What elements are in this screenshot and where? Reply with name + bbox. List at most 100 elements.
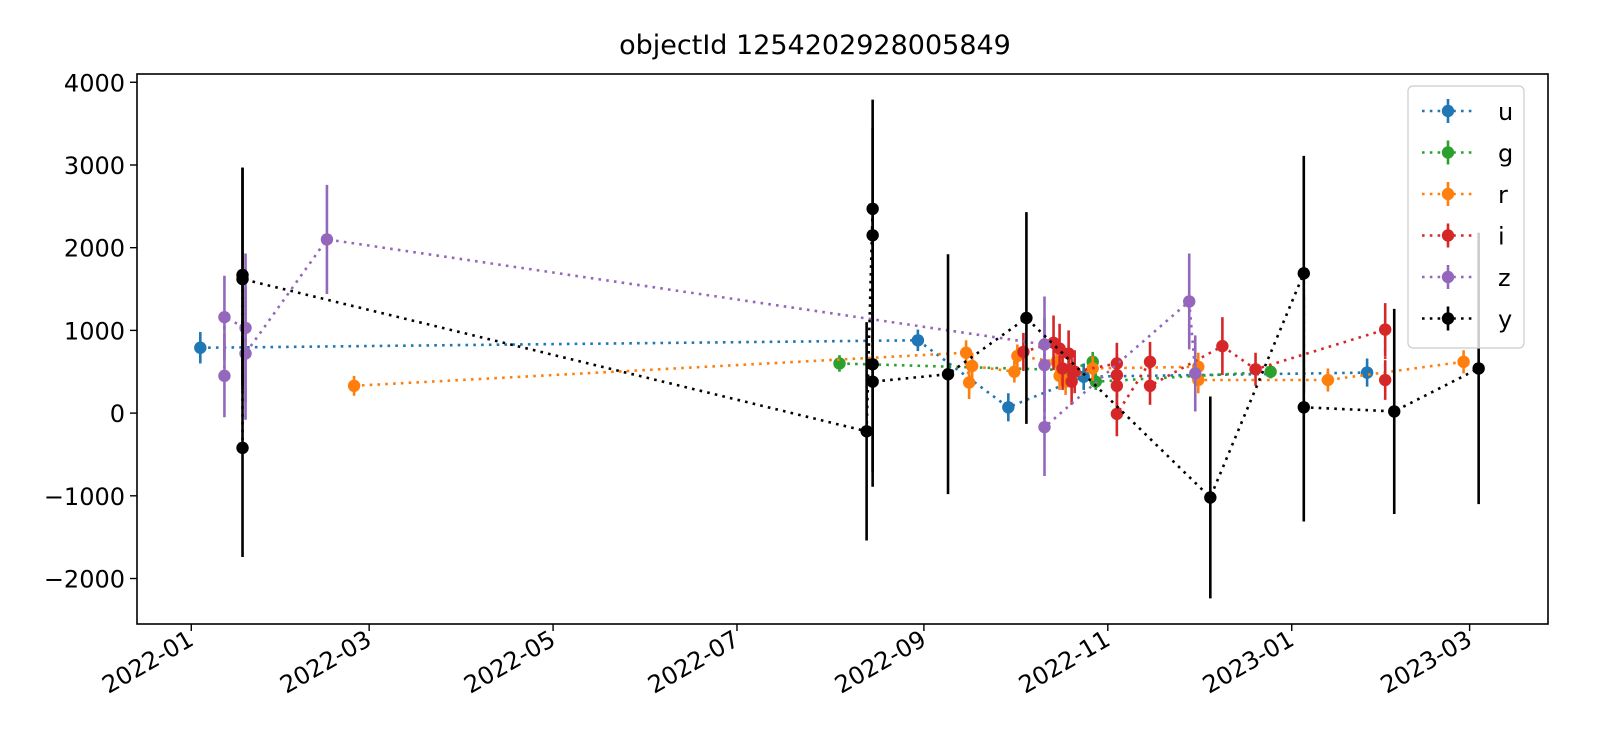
data-point [1038,420,1051,434]
plot-frame [136,73,1549,625]
series-line-r [354,351,1464,388]
legend-marker [1441,187,1455,201]
series-line-z [223,237,1197,431]
data-point [1388,405,1401,418]
legend-box [1407,85,1525,349]
legend-entry-z: z [1422,264,1511,292]
data-point [1038,358,1051,372]
x-tick-label: 2022-03 [275,625,376,699]
data-point [1216,339,1229,353]
legend-marker [1441,312,1455,325]
y-tick-label: 2000 [64,235,125,263]
data-point [1008,365,1021,378]
legend-marker [1441,229,1455,242]
data-point [218,310,231,324]
legend-entry-g: g [1422,140,1513,168]
data-point [347,379,361,393]
data-point [911,334,925,347]
data-point [1297,401,1310,414]
data-point [1183,295,1196,308]
y-tick-label: 1000 [64,317,125,345]
data-point [959,346,973,359]
data-point [833,357,846,370]
legend-label: z [1498,264,1511,292]
series-line-y [241,208,1480,500]
data-point [1110,368,1124,382]
data-point [1472,362,1485,375]
data-point [1189,367,1202,380]
data-point [941,368,955,381]
data-point [1143,379,1157,393]
legend-label: i [1498,223,1505,251]
legend-entry-y: y [1422,306,1512,334]
series-y [236,99,1485,599]
legend-marker [1441,146,1455,159]
y-tick-label: 3000 [64,152,125,180]
data-point [1038,338,1051,351]
data-point [1110,379,1124,393]
y-tick-label: −2000 [44,566,125,594]
data-point [1378,373,1392,387]
y-tick-label: 0 [110,400,125,428]
data-point [866,358,879,371]
data-point [194,341,207,354]
x-tick-label: 2022-05 [459,625,560,699]
data-point [1143,355,1157,369]
data-point [866,375,879,388]
legend-label: y [1498,306,1512,334]
data-point [1378,323,1392,336]
legend-label: u [1498,98,1513,126]
data-point [962,376,976,389]
legend-entry-u: u [1422,98,1513,126]
data-point [236,272,249,286]
x-tick-label: 2022-09 [830,625,931,699]
legend-entry-r: r [1422,181,1508,209]
data-point [1321,373,1335,387]
data-point [320,233,334,246]
data-point [1020,311,1033,325]
y-tick-label: −1000 [44,483,125,511]
legend-marker [1441,270,1455,284]
data-point [1062,347,1075,360]
data-point [860,425,873,438]
data-point [1065,375,1078,388]
x-tick-label: 2023-01 [1198,625,1299,699]
legend-label: g [1498,140,1513,168]
x-axis: 2022-01 2022-03 2022-05 2022-07 2022-09 2022-… [97,624,1477,699]
data-point [1002,401,1015,414]
data-point [1360,366,1374,379]
series-u [194,329,1374,422]
data-point [1204,491,1217,504]
y-axis: 4000 3000 2000 1000 0 −1000 −2000 [44,69,137,594]
data-point [239,321,252,335]
series-i [1017,303,1392,437]
data-point [1017,345,1030,359]
x-tick-label: 2022-11 [1014,625,1115,699]
data-point [218,369,231,383]
data-point [1110,407,1124,421]
legend-entry-i: i [1422,223,1505,251]
data-point [1457,355,1470,369]
x-tick-label: 2023-03 [1376,625,1477,699]
data-point [866,229,879,242]
data-point [965,359,979,373]
data-point [236,441,249,455]
y-tick-label: 4000 [64,69,125,97]
data-point [1297,267,1310,280]
data-point [866,202,879,216]
chart-title: objectId 1254202928005849 [619,30,1011,61]
series-r [347,340,1470,400]
plot-area [194,99,1485,599]
x-tick-label: 2022-07 [643,625,744,699]
legend-marker [1441,104,1455,118]
data-point [239,347,252,360]
data-point [1264,365,1277,378]
data-point [1110,357,1124,370]
data-point [1249,363,1262,376]
legend-label: r [1498,181,1508,209]
x-tick-label: 2022-01 [97,625,198,699]
data-point [1056,362,1069,375]
data-point [1068,365,1081,378]
